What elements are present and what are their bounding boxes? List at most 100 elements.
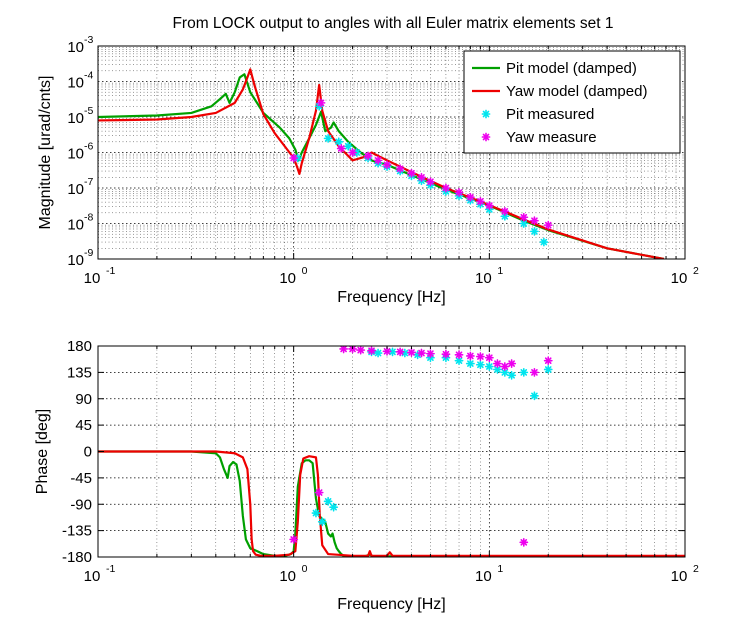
- x-tick-exponent: 2: [693, 265, 699, 277]
- y-tick-label: -90: [70, 496, 92, 513]
- marker-pit-measured: [334, 137, 344, 147]
- x-tick-label: 10: [84, 270, 101, 287]
- marker-pit-measured: [543, 365, 553, 374]
- marker-yaw-measure: [382, 346, 392, 356]
- legend-item: Yaw measure: [481, 129, 597, 146]
- marker-yaw-measure: [336, 144, 346, 153]
- marker-yaw-measure: [367, 346, 376, 356]
- y-tick-label: -180: [62, 549, 92, 566]
- x-tick-label: 10: [279, 568, 296, 585]
- y-tick-exponent: -6: [84, 141, 93, 153]
- marker-yaw-measure: [475, 196, 485, 206]
- y-tick-label: 10: [67, 146, 84, 163]
- x-tick-exponent: 1: [497, 563, 503, 575]
- legend-item: Yaw model (damped): [472, 83, 647, 100]
- marker-pit-measured: [329, 502, 339, 512]
- marker-yaw-measure: [363, 151, 373, 161]
- axes-frame: [97, 45, 686, 260]
- tick-marks: [97, 46, 686, 259]
- y-tick-label: 45: [75, 417, 92, 434]
- legend-label: Pit measured: [506, 106, 594, 123]
- y-tick-label: 180: [67, 338, 92, 355]
- marker-pit-measured: [465, 359, 475, 368]
- x-tick-exponent: -1: [106, 563, 115, 575]
- marker-yaw-measure: [395, 164, 405, 174]
- y-tick-label: 10: [67, 217, 84, 234]
- series-line-yaw-model-damped: [98, 450, 685, 557]
- marker-yaw-measure: [426, 349, 435, 359]
- x-tick-label: 10: [671, 568, 688, 585]
- y-tick-label: -135: [62, 523, 92, 540]
- y-tick-label: 90: [75, 391, 92, 408]
- marker-yaw-measure: [500, 362, 510, 371]
- legend-label: Yaw model (damped): [506, 83, 647, 100]
- y-tick-exponent: -3: [84, 34, 93, 46]
- y-axis-label: Magnitude [urad/cnts]: [37, 76, 54, 230]
- marker-pit-measured: [500, 211, 510, 221]
- phase-plot: 10 -1 10 0 10 1 10 2 180 135 90 45 0 -45 -90 -135 -180 Fr…: [34, 338, 699, 613]
- marker-yaw-measure: [500, 206, 510, 216]
- x-tick-exponent: 0: [302, 265, 308, 277]
- marker-yaw-measure: [530, 216, 539, 226]
- marker-pit-measured: [539, 237, 549, 247]
- grid: [98, 346, 685, 557]
- x-axis-label: Frequency [Hz]: [337, 289, 445, 306]
- y-tick-exponent: -5: [84, 105, 93, 117]
- y-tick-label: 10: [67, 110, 84, 127]
- marker-pit-measured: [373, 348, 383, 358]
- y-tick-label: -45: [70, 470, 92, 487]
- y-tick-exponent: -8: [84, 212, 93, 224]
- marker-pit-measured: [323, 133, 333, 143]
- marker-yaw-measure: [289, 535, 299, 544]
- x-tick-label: 10: [671, 270, 688, 287]
- marker-yaw-measure: [348, 148, 357, 157]
- legend-swatch: [481, 109, 491, 119]
- y-tick-label: 10: [67, 181, 84, 198]
- x-axis-label: Frequency [Hz]: [337, 596, 445, 613]
- marker-yaw-measure: [426, 177, 435, 187]
- marker-yaw-measure: [395, 347, 405, 357]
- marker-pit-measured: [530, 226, 539, 236]
- x-tick-exponent: 2: [693, 563, 699, 575]
- marker-pit-measured: [519, 367, 529, 377]
- marker-yaw-measure: [519, 537, 529, 547]
- marker-yaw-measure: [507, 359, 517, 368]
- marker-yaw-measure: [543, 220, 553, 230]
- x-tick-label: 10: [475, 568, 492, 585]
- x-tick-label: 10: [279, 270, 296, 287]
- x-tick-label: 10: [84, 568, 101, 585]
- figure-title: From LOCK output to angles with all Eule…: [172, 15, 613, 32]
- marker-pit-measured: [530, 391, 539, 401]
- marker-pit-measured: [343, 141, 353, 151]
- series-group: [98, 346, 685, 557]
- marker-pit-measured: [317, 517, 327, 527]
- marker-yaw-measure: [441, 349, 451, 359]
- marker-yaw-measure: [356, 346, 366, 355]
- marker-yaw-measure: [543, 356, 553, 366]
- x-tick-label: 10: [475, 270, 492, 287]
- y-tick-label: 10: [67, 252, 84, 269]
- marker-yaw-measure: [417, 172, 426, 182]
- y-tick-exponent: -7: [84, 176, 93, 188]
- marker-yaw-measure: [465, 351, 475, 361]
- y-tick-exponent: -9: [84, 247, 93, 259]
- x-tick-exponent: -1: [106, 265, 115, 277]
- legend-label: Pit model (damped): [506, 60, 637, 77]
- y-tick-label: 0: [84, 444, 92, 461]
- marker-pit-measured: [507, 370, 517, 380]
- y-tick-label: 10: [67, 39, 84, 56]
- x-tick-exponent: 0: [302, 563, 308, 575]
- marker-pit-measured: [484, 362, 494, 371]
- marker-yaw-measure: [493, 359, 502, 368]
- marker-yaw-measure: [475, 352, 485, 361]
- marker-yaw-measure: [316, 98, 326, 108]
- marker-pit-measured: [519, 219, 529, 228]
- marker-yaw-measure: [519, 212, 529, 222]
- marker-yaw-measure: [484, 201, 494, 210]
- marker-yaw-measure: [314, 488, 324, 497]
- marker-yaw-measure: [484, 353, 494, 363]
- marker-yaw-measure: [465, 192, 475, 202]
- legend-item: Pit model (damped): [472, 60, 637, 77]
- marker-yaw-measure: [407, 168, 416, 178]
